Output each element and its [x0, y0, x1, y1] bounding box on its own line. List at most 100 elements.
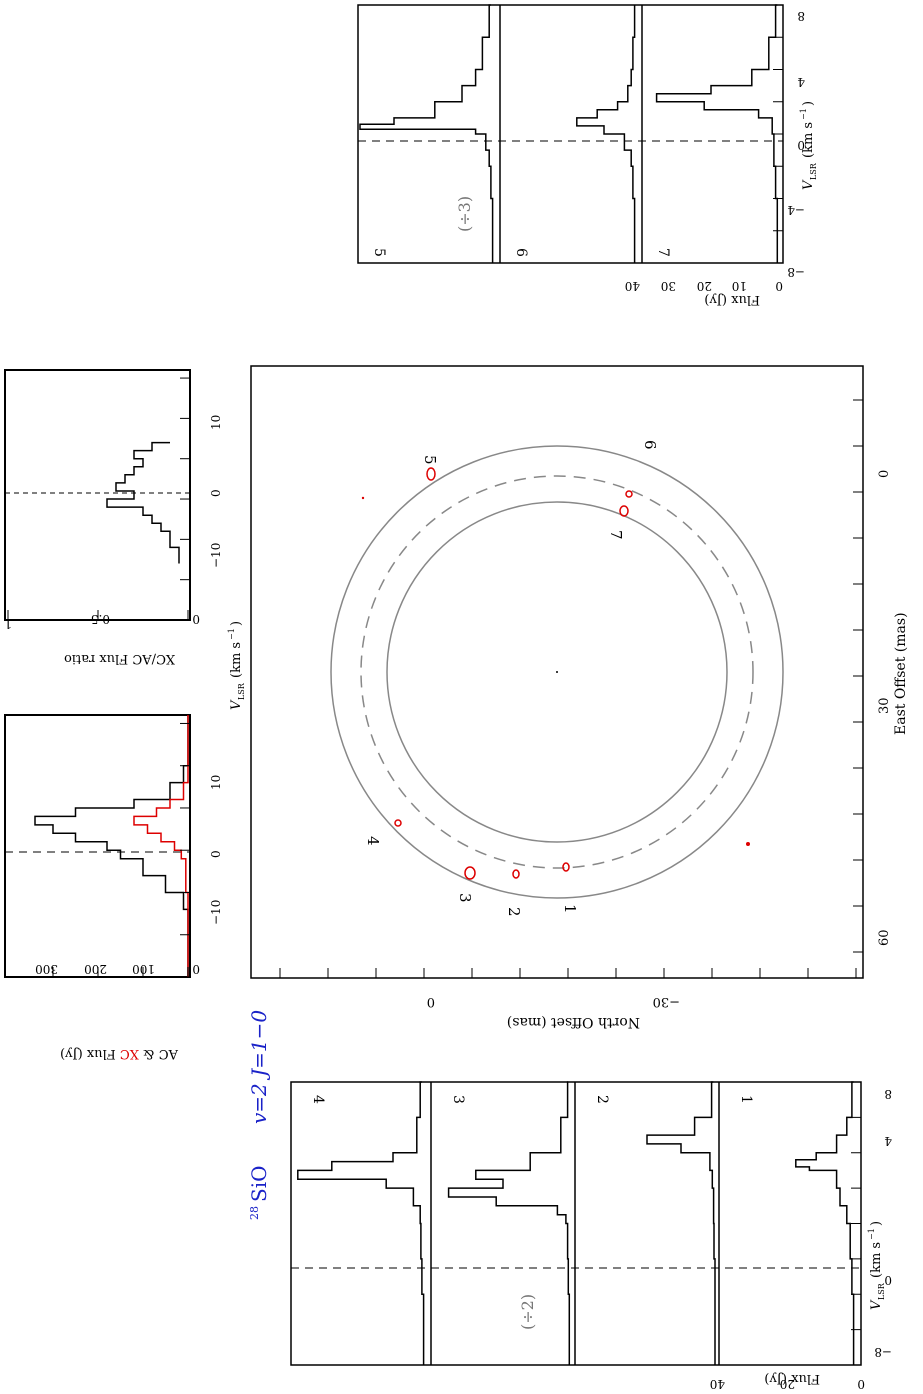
ratio-spectrum-frame	[4, 369, 191, 621]
panel-label-7: 7	[655, 248, 671, 257]
total-spectrum-ticks	[52, 722, 190, 977]
map-y-tick-m30: −30	[653, 994, 680, 1009]
ratio-x-tick-m10: −10	[209, 543, 223, 568]
left-spectra-traces	[297, 1081, 855, 1365]
right-y-tick-30: 30	[661, 279, 676, 293]
total-y-tick-0: 0	[192, 962, 200, 976]
svg-text:LSR: LSR	[237, 682, 246, 700]
right-y-tick-20: 20	[697, 279, 712, 293]
right-x-tick-0: 0	[797, 138, 805, 152]
right-x-axis-label: V LSR (km s −1 )	[799, 101, 818, 190]
title-transition: v=2 J=1−0	[247, 1010, 271, 1124]
spectrum-trace-7	[655, 4, 779, 263]
total-x-tick-10: 10	[209, 775, 223, 790]
svg-text:V: V	[801, 179, 816, 190]
maser-spot-4	[394, 819, 402, 827]
svg-text:−1: −1	[227, 628, 236, 640]
spectrum-trace-3	[447, 1081, 571, 1365]
ratio-x-tick-0: 0	[209, 489, 223, 497]
feature-label-7: 7	[607, 530, 625, 540]
left-ticks	[851, 1081, 861, 1366]
svg-text:−1: −1	[799, 108, 808, 120]
ratio-y-tick-05: 0.5	[91, 612, 110, 626]
svg-text:): )	[869, 1221, 884, 1226]
mean-shell-ring	[360, 475, 754, 869]
svg-text:AC & XC Flux (Jy): AC & XC Flux (Jy)	[60, 1046, 179, 1061]
right-x-tick-4: 4	[797, 75, 805, 89]
total-x-tick-m10: −10	[209, 900, 223, 925]
maser-spot-extra-2	[361, 496, 365, 500]
svg-text:−1: −1	[867, 1228, 876, 1240]
maser-spot-3	[464, 866, 476, 880]
title-molecule: SiO	[247, 1166, 271, 1203]
left-y-tick-0: 0	[857, 1377, 865, 1391]
maser-spot-7b	[625, 490, 633, 498]
total-x-tick-0: 0	[209, 850, 223, 858]
maser-spot-7a	[619, 505, 629, 517]
map-x-tick-0: 0	[877, 470, 892, 478]
right-y-axis-label: Flux (Jy)	[704, 292, 760, 307]
total-spectrum-frame	[4, 714, 191, 978]
map-ticks	[279, 399, 863, 978]
panel-label-1: 1	[738, 1095, 754, 1104]
ratio-spectrum-ticks	[7, 377, 190, 620]
map-x-tick-60: 60	[877, 929, 892, 946]
spectrum-trace-2	[646, 1081, 716, 1365]
total-y-tick-300: 300	[35, 962, 58, 976]
right-x-tick-m8: −8	[787, 265, 805, 279]
outer-shell-ring	[330, 445, 784, 899]
svg-text:(km s: (km s	[869, 1242, 884, 1278]
right-panels-frame	[357, 4, 784, 264]
right-y-tick-40: 40	[625, 279, 640, 293]
star-position	[556, 671, 558, 673]
spectrum-trace-1	[795, 1081, 855, 1365]
left-y-tick-20: 20	[780, 1377, 795, 1391]
map-frame	[250, 365, 864, 979]
left-panels-frame	[290, 1081, 862, 1366]
total-trace-ac	[34, 715, 189, 977]
svg-text:V: V	[229, 699, 244, 710]
feature-label-5: 5	[421, 455, 439, 465]
title-isotope: 28	[248, 1206, 261, 1220]
maser-map: 5 6 7 4 3 2 1 60 30 0 0 −30 East Offset …	[250, 365, 909, 1030]
feature-label-2: 2	[505, 907, 523, 917]
left-x-tick-8: 8	[884, 1087, 892, 1101]
panel-label-2: 2	[594, 1095, 610, 1104]
right-y-tick-0: 0	[775, 279, 783, 293]
total-y-tick-100: 100	[132, 962, 155, 976]
svg-text:(km s: (km s	[801, 122, 816, 158]
feature-label-1: 1	[561, 904, 579, 914]
feature-label-4: 4	[364, 836, 382, 846]
svg-text:LSR: LSR	[877, 1282, 886, 1300]
right-ticks	[773, 4, 783, 264]
total-spectrum-panel: 0 100 200 300 −10 0 10 AC & XC Flux (Jy)	[4, 714, 223, 1061]
feature-label-6: 6	[641, 440, 659, 450]
left-spectra-panels: 4 3 2 1 (÷2) V LSR (km s −1 ) −8 0 4 8 0…	[290, 1081, 892, 1391]
ratio-y-tick-0: 0	[192, 612, 200, 626]
ratio-trace	[106, 441, 180, 564]
total-y-axis-label: AC & XC Flux (Jy)	[60, 1046, 179, 1061]
svg-text:V: V	[869, 1299, 884, 1310]
left-x-tick-0: 0	[884, 1273, 892, 1287]
svg-text:): )	[801, 101, 816, 106]
spectrum-trace-6	[576, 5, 636, 263]
left-y-axis-label: Flux (Jy)	[764, 1371, 820, 1386]
panel-label-5: 5	[371, 248, 387, 257]
figure-title: 28 SiO v=2 J=1−0	[247, 1010, 271, 1220]
map-x-axis-label: East Offset (mas)	[893, 612, 909, 735]
right-x-tick-m4: −4	[787, 203, 805, 217]
ratio-spectrum-traces	[106, 441, 180, 564]
left-x-axis-label: V LSR (km s −1 )	[867, 1221, 886, 1310]
maser-spot-2	[512, 869, 520, 879]
maser-spot-1	[562, 862, 570, 872]
left-x-tick-m8: −8	[874, 1345, 892, 1359]
right-y-tick-10: 10	[732, 279, 747, 293]
right-spectra-traces	[359, 4, 779, 263]
svg-text:): )	[229, 621, 244, 626]
panel-label-4: 4	[310, 1095, 326, 1104]
spectrum-trace-5	[359, 4, 494, 263]
ratio-x-tick-10: 10	[209, 415, 223, 430]
map-x-tick-30: 30	[877, 697, 892, 714]
inner-shell-ring	[386, 501, 728, 843]
